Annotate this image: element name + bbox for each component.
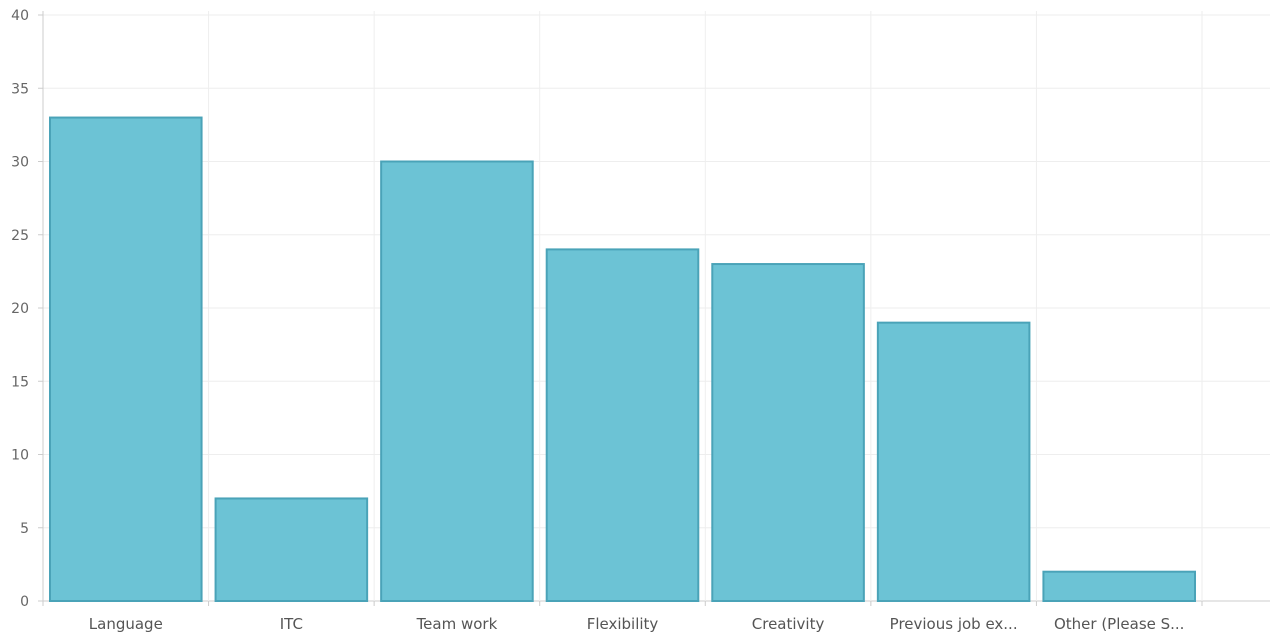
y-tick-label: 0 [20,594,29,610]
bar [214,497,369,603]
y-tick-label: 10 [11,448,29,464]
x-axis: Language ITC Team work Flexibility Creativit… [42,601,1203,633]
x-tick-label: Creativity [752,615,825,633]
bar [1042,570,1197,603]
bar [380,160,534,602]
bars-layer [49,116,1197,603]
bar [49,116,203,603]
bar [545,248,700,602]
x-tick-label: Flexibility [587,615,659,633]
y-tick-label: 20 [11,301,29,317]
x-tick-label: Language [89,615,163,633]
y-axis: 0 5 10 15 20 25 30 35 40 [11,8,43,610]
bar [876,321,1031,602]
x-tick-label: Other (Please S... [1054,615,1184,633]
y-tick-label: 30 [11,155,29,171]
y-tick-label: 5 [20,521,29,537]
y-tick-label: 25 [11,228,29,244]
y-tick-label: 15 [11,374,29,390]
x-tick-label: Previous job ex... [890,615,1018,633]
bar [711,263,865,602]
x-tick-label: ITC [280,615,303,633]
y-tick-label: 40 [11,8,29,24]
y-tick-label: 35 [11,81,29,97]
x-tick-label: Team work [416,615,498,633]
